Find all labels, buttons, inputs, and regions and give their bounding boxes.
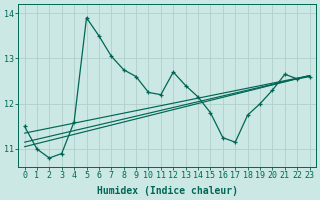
X-axis label: Humidex (Indice chaleur): Humidex (Indice chaleur) bbox=[97, 186, 237, 196]
